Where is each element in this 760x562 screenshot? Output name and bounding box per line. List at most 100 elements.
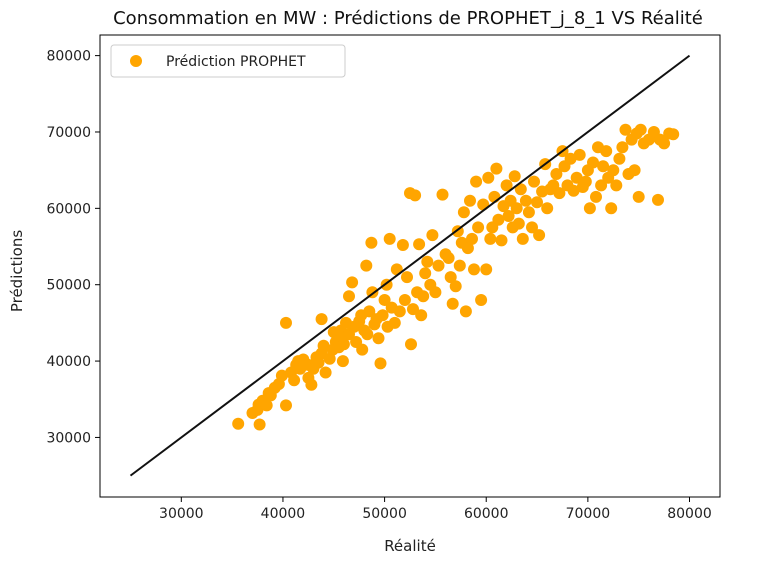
data-point [480,263,493,276]
data-point [319,366,332,379]
data-point [567,184,580,197]
data-point [374,357,387,370]
data-point [262,387,275,400]
data-point [343,290,355,303]
y-tick-label: 70000 [46,125,91,141]
data-point [409,189,422,202]
data-point [472,221,485,234]
data-point [442,252,455,264]
data-point [502,210,515,222]
data-point [495,234,508,247]
data-point [514,183,527,196]
legend-marker [130,55,142,67]
data-point [260,399,273,412]
data-point [531,196,543,209]
data-point [583,202,596,215]
data-point [280,399,292,412]
data-point [275,369,288,382]
data-point [550,168,563,180]
data-point [600,145,613,158]
data-point [490,162,503,175]
reference-line [129,54,691,477]
data-point [459,305,472,318]
data-point [616,141,629,154]
data-point [564,152,577,165]
y-tick-label: 50000 [46,278,91,294]
data-point [658,137,671,150]
data-point [553,187,566,200]
data-point [449,280,462,293]
data-point [579,175,592,188]
x-tick-label: 40000 [261,506,306,522]
data-point [280,316,292,329]
data-point [464,194,476,207]
data-point [595,179,608,192]
data-point [634,123,647,136]
chart-title: Consommation en MW : Prédictions de PROP… [113,8,703,29]
y-tick-label: 60000 [46,201,91,217]
legend-label: Prédiction PROPHET [166,54,306,70]
data-point [613,152,626,165]
data-point [512,217,525,230]
y-tick-label: 80000 [46,49,91,65]
data-point [570,171,583,184]
data-point [417,290,430,303]
x-tick-label: 70000 [566,506,611,522]
data-point [376,309,389,322]
data-point [516,232,529,245]
data-point [484,232,497,245]
data-point [461,242,474,255]
data-point [413,238,426,251]
data-point [541,202,554,215]
y-tick-label: 40000 [46,354,91,370]
y-tick-label: 30000 [46,430,91,446]
data-point [426,229,439,242]
data-point [475,294,488,306]
data-point [468,263,480,276]
data-point [528,175,540,188]
data-point [361,328,374,341]
data-point [415,309,428,322]
data-point [429,286,442,299]
data-point [372,332,385,345]
data-point [510,202,523,215]
data-point [610,179,623,192]
x-tick-label: 30000 [159,506,204,522]
y-axis-title: Prédictions [8,230,26,313]
data-point [432,259,445,272]
data-point [323,352,336,365]
x-tick-label: 60000 [464,506,509,522]
data-point [597,160,610,173]
data-point [305,378,318,391]
x-axis-title: Réalité [384,537,436,555]
data-point [407,303,419,316]
data-point [396,239,409,251]
data-point [446,297,459,310]
data-point [470,175,483,188]
data-point [519,194,532,207]
data-point [388,316,401,329]
data-point [466,232,478,245]
data-point [346,276,359,289]
data-point [526,221,538,234]
plot-frame [99,34,721,498]
data-point [393,305,406,318]
x-axis: 30000 40000 50000 60000 70000 80000 [159,497,712,522]
data-point [508,170,521,183]
data-point [652,193,664,206]
data-point [436,188,449,201]
data-point [398,294,411,306]
data-point [288,374,301,387]
data-point [253,418,266,431]
legend-box [110,44,346,78]
data-point [587,156,599,169]
data-point [667,128,680,141]
data-point [573,148,586,161]
data-points [232,123,680,431]
data-point [378,294,391,306]
data-point [356,343,369,356]
data-point [360,259,373,272]
x-tick-label: 50000 [362,506,407,522]
data-point [444,271,457,284]
legend: Prédiction PROPHET [110,44,346,78]
